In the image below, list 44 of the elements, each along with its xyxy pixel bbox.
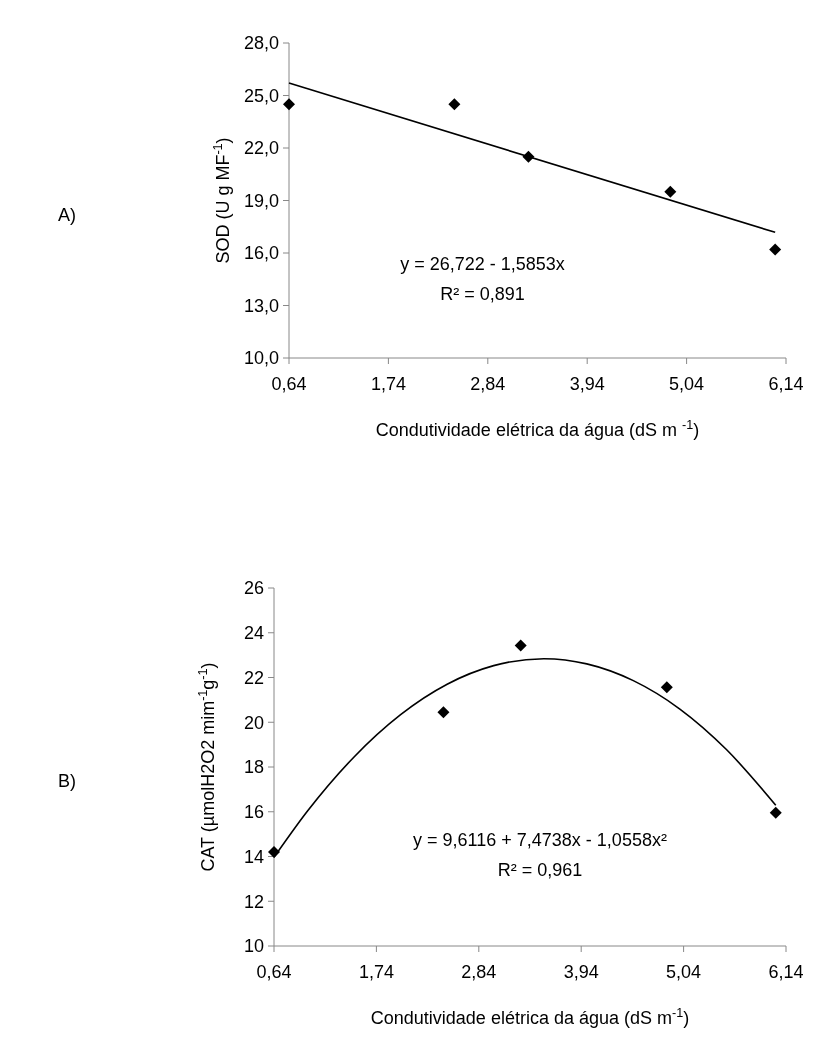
text: A)	[58, 204, 76, 225]
y-tick-label: 24	[243, 623, 264, 644]
x-tick-label: 0,64	[271, 374, 307, 394]
x-tick-label: 6,14	[768, 374, 804, 394]
y-tick-label: 22	[243, 667, 264, 688]
x-tick-label: 5,04	[666, 962, 702, 982]
y-tick-label: 19,0	[243, 190, 279, 211]
point	[283, 98, 295, 111]
point	[664, 185, 677, 198]
point	[514, 639, 527, 652]
x-tick-label: 3,94	[563, 962, 599, 982]
x-axis-title: Condutividade elétrica da água (dS m $^{-1}$)	[375, 418, 700, 440]
annotation: R² = 0,961	[497, 859, 583, 880]
y-tick-label: 14	[243, 846, 264, 867]
y-tick-label: 16,0	[243, 243, 279, 264]
x-tick-label: 1,74	[370, 374, 406, 394]
y-tick-label: 16	[243, 802, 264, 823]
y-tick-label: 22,0	[243, 138, 279, 159]
point	[769, 243, 782, 256]
y-tick-label: 26	[243, 578, 264, 599]
y-tick-label: 25,0	[243, 85, 279, 106]
x-tick-label: 2,84	[461, 962, 497, 982]
annotation: R² = 0,891	[440, 283, 525, 304]
point	[437, 706, 450, 719]
annotation: y = 9,6116 + 7,4738x - 1,0558x²	[413, 829, 667, 850]
y-tick-label: 10	[243, 936, 264, 957]
x-tick-label: 5,04	[669, 374, 705, 394]
point	[660, 681, 673, 694]
y-tick-label: 12	[243, 891, 264, 912]
y-tick-label: 28,0	[243, 33, 279, 54]
y-tick-label: 20	[243, 712, 264, 733]
point	[769, 806, 782, 819]
x-axis-title: Condutividade elétrica da água (dS m$^{-1}$)	[370, 1006, 690, 1028]
x-tick-label: 3,94	[569, 374, 605, 394]
y-tick-label: 10,0	[243, 348, 279, 369]
x-tick-label: 6,14	[768, 962, 804, 982]
point	[448, 98, 461, 111]
text: B)	[58, 771, 76, 791]
y-tick-label: 13,0	[243, 295, 279, 316]
x-tick-label: 1,74	[358, 962, 394, 982]
x-tick-label: 0,64	[256, 962, 292, 982]
y-tick-label: 18	[243, 757, 264, 778]
x-tick-label: 2,84	[470, 374, 506, 394]
annotation: y = 26,722 - 1,5853x	[400, 253, 565, 274]
